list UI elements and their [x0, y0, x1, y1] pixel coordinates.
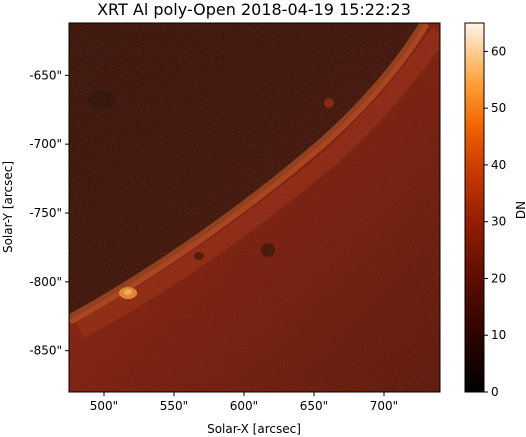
colorbar-tick-label: 60 — [491, 44, 506, 58]
colorbar-tick-label: 10 — [491, 328, 506, 342]
solar-image[interactable] — [69, 23, 440, 392]
y-tick-label: -800" — [29, 275, 62, 289]
y-tick-label: -650" — [29, 68, 62, 82]
x-tick-label: 600" — [230, 399, 258, 413]
x-tick-label: 650" — [300, 399, 328, 413]
x-axis-ticks: 500" 550" 600" 650" 700" — [90, 392, 398, 413]
x-tick-label: 550" — [160, 399, 188, 413]
x-tick-label: 500" — [90, 399, 118, 413]
y-axis-label: Solar-Y [arcsec] — [1, 161, 15, 253]
x-tick-label: 700" — [370, 399, 398, 413]
y-tick-label: -850" — [29, 344, 62, 358]
colorbar-tick-label: 40 — [491, 158, 506, 172]
colorbar-tick-label: 0 — [491, 385, 499, 399]
axes-frame — [68, 22, 441, 393]
plot-title: XRT Al poly-Open 2018-04-19 15:22:23 — [97, 0, 411, 19]
y-tick-label: -750" — [29, 206, 62, 220]
image-noise — [69, 23, 440, 392]
colorbar-label: DN — [514, 201, 526, 219]
x-axis-label: Solar-X [arcsec] — [207, 422, 301, 436]
y-tick-label: -700" — [29, 137, 62, 151]
colorbar-ticks: 0 10 20 30 40 50 60 — [484, 44, 506, 399]
colorbar — [464, 22, 485, 393]
y-axis-ticks: -650" -700" -750" -800" -850" — [29, 68, 69, 358]
colorbar-tick-label: 30 — [491, 215, 506, 229]
colorbar-tick-label: 20 — [491, 271, 506, 285]
colorbar-tick-label: 50 — [491, 101, 506, 115]
